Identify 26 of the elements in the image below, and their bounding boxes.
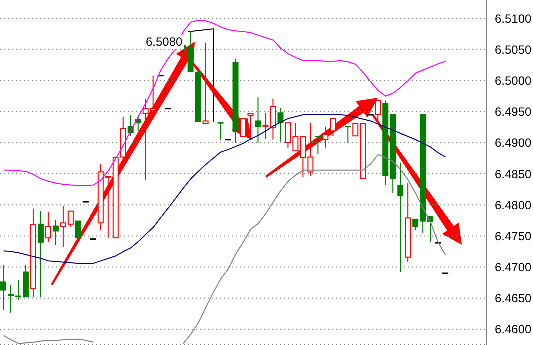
candlestick (8, 284, 14, 314)
candlestick (232, 58, 239, 144)
y-tick-label: 6.4800 (495, 198, 532, 212)
y-tick-label: 6.4850 (495, 167, 532, 182)
candlestick (38, 210, 44, 298)
line-series (3, 20, 446, 186)
y-tick-label: 6.4900 (495, 136, 532, 150)
y-tick-label: 6.5000 (495, 74, 532, 88)
candlestick (30, 208, 36, 298)
candlestick (98, 164, 104, 230)
y-tick-label: 6.4600 (495, 322, 532, 337)
y-tick-label: 6.4750 (495, 229, 532, 244)
candlestick (0, 264, 6, 311)
candlestick (45, 211, 52, 243)
y-tick-label: 6.4650 (495, 292, 532, 306)
y-tick-label: 6.4950 (495, 105, 532, 120)
candlestick (52, 220, 59, 246)
candlestick (322, 126, 329, 148)
candlestick (278, 108, 284, 142)
candlestick (405, 182, 412, 263)
y-tick-label: 6.4700 (495, 260, 532, 275)
candlestick (255, 97, 262, 144)
y-tick-label: 6.5050 (495, 42, 532, 57)
candlestick (398, 162, 404, 273)
annotation: 6.5080 (145, 35, 184, 49)
y-tick-label: 6.5100 (495, 12, 532, 26)
